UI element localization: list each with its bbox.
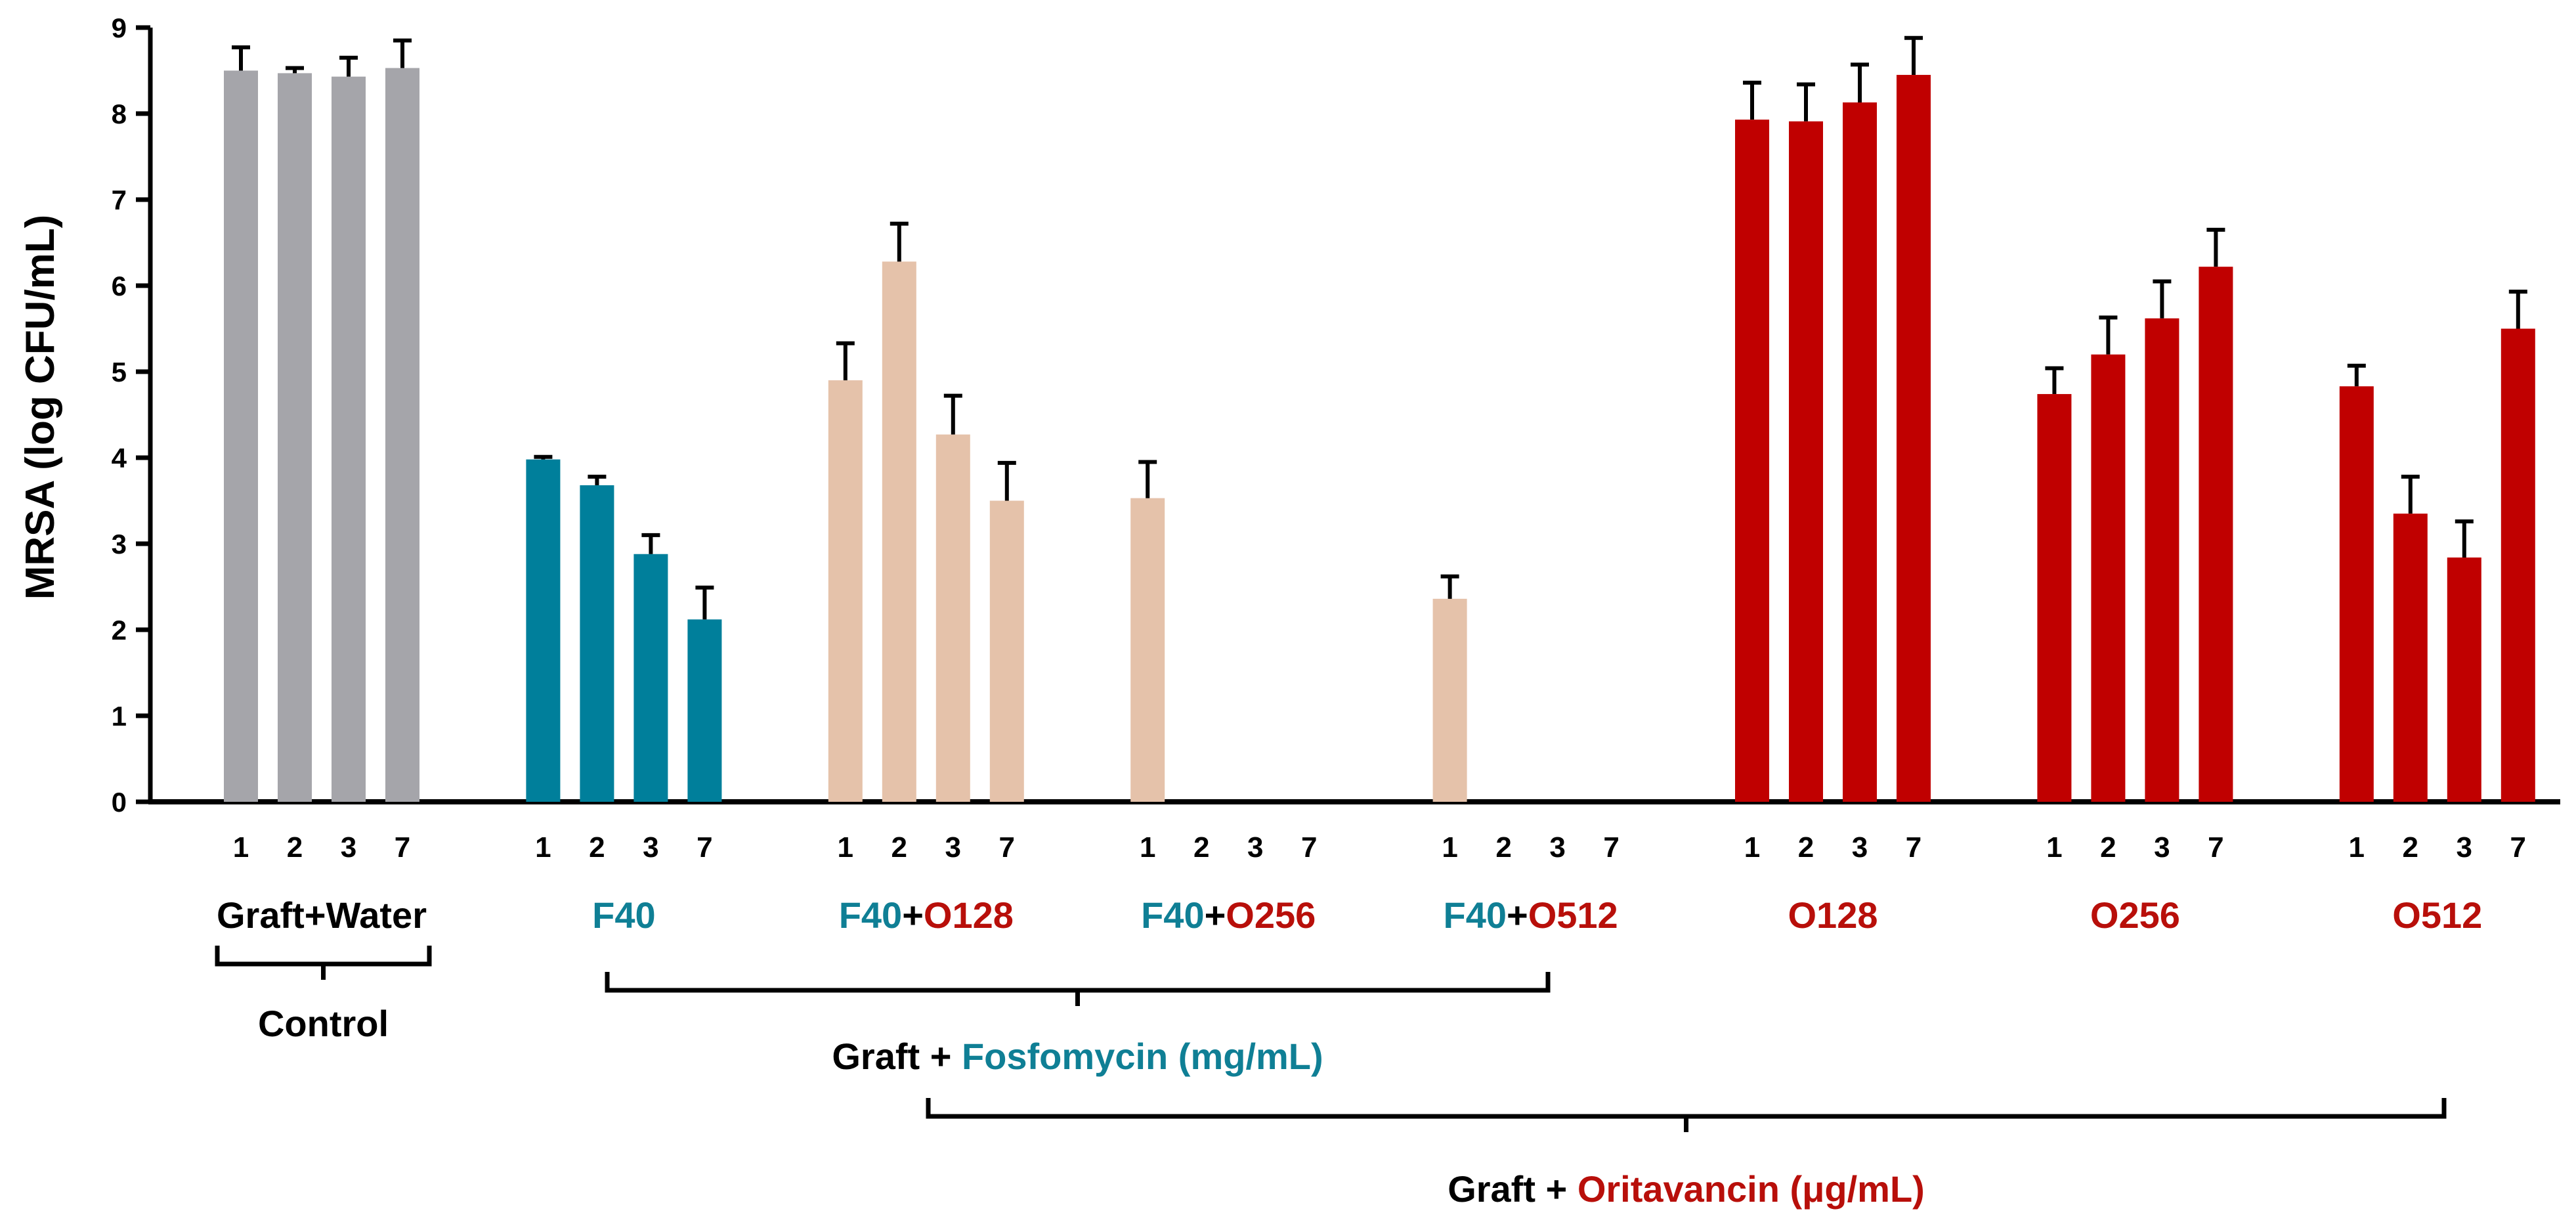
bar xyxy=(2091,354,2126,802)
bar xyxy=(1432,598,1467,802)
y-tick-label: 6 xyxy=(112,271,127,301)
y-tick-label: 3 xyxy=(112,529,127,559)
y-tick-label: 2 xyxy=(112,615,127,646)
bar xyxy=(1897,75,1931,802)
bar xyxy=(1130,498,1165,802)
group-label: O256 xyxy=(2090,894,2180,936)
bar xyxy=(580,485,614,802)
bar xyxy=(1735,120,1769,802)
bar xyxy=(2501,328,2535,802)
bar xyxy=(526,459,561,802)
x-tick-label: 1 xyxy=(233,831,249,864)
bar xyxy=(385,68,419,802)
group-label: F40+O512 xyxy=(1443,894,1618,936)
bar xyxy=(2339,386,2374,802)
bar xyxy=(332,76,366,802)
bars xyxy=(224,35,2535,802)
y-tick-label: 1 xyxy=(112,701,127,732)
bar xyxy=(989,500,1024,802)
bar xyxy=(935,434,970,802)
bar xyxy=(2037,394,2072,802)
y-tick-label: 8 xyxy=(112,99,127,129)
x-tick-label: 1 xyxy=(838,831,853,864)
x-time-labels: 1 2 3 7 1 2 3 7 1 2 3 7 1 2 3 7 1 2 3 7 1 2 3 7 1 2 3 7 1 2 3 7 xyxy=(233,831,2526,864)
bar xyxy=(687,619,722,802)
x-tick-label: 3 xyxy=(1247,831,1263,864)
group-label: O512 xyxy=(2392,894,2482,936)
x-tick-label: 3 xyxy=(643,831,658,864)
y-tick-label: 4 xyxy=(112,443,127,473)
x-tick-label: 2 xyxy=(1798,831,1814,864)
bar xyxy=(2199,267,2233,802)
x-tick-label: 2 xyxy=(2100,831,2116,864)
y-tick-label: 9 xyxy=(112,12,127,43)
x-tick-label: 2 xyxy=(287,831,303,864)
x-tick-label: 3 xyxy=(341,831,356,864)
x-tick-label: 7 xyxy=(697,831,712,864)
y-axis: 0 1 2 3 4 5 6 7 8 9 MRSA (log CFU/mL) xyxy=(18,12,153,818)
x-tick-label: 2 xyxy=(589,831,605,864)
bar xyxy=(633,554,668,802)
group-label: O128 xyxy=(1788,894,1878,936)
x-tick-label: 2 xyxy=(891,831,907,864)
bar xyxy=(828,380,863,802)
y-ticks: 0 1 2 3 4 5 6 7 8 9 xyxy=(112,12,150,818)
bracket-fosfomycin-label: Graft + Fosfomycin (mg/mL) xyxy=(832,1036,1323,1077)
bracket-oritavancin-label: Graft + Oritavancin (μg/mL) xyxy=(1448,1168,1925,1210)
group-label: F40+O256 xyxy=(1141,894,1316,936)
bracket-control xyxy=(215,946,432,967)
x-tick-label: 1 xyxy=(535,831,551,864)
y-tick-label: 0 xyxy=(112,787,127,818)
y-tick-label: 5 xyxy=(112,357,127,387)
y-tick-label: 7 xyxy=(112,185,127,215)
bar xyxy=(882,261,916,802)
x-tick-label: 1 xyxy=(2349,831,2365,864)
bar xyxy=(224,70,258,802)
brackets: Control Graft + Fosfomycin (mg/mL) Graft +… xyxy=(215,946,2447,1210)
x-tick-label: 2 xyxy=(1495,831,1511,864)
x-tick-label: 7 xyxy=(2510,831,2526,864)
bar xyxy=(2145,318,2179,802)
bar xyxy=(2393,514,2428,802)
x-tick-label: 1 xyxy=(1442,831,1457,864)
x-tick-label: 7 xyxy=(395,831,410,864)
x-tick-label: 1 xyxy=(2046,831,2062,864)
x-tick-label: 3 xyxy=(2457,831,2472,864)
bar xyxy=(1843,102,1877,802)
x-tick-label: 2 xyxy=(1193,831,1209,864)
y-axis-label: MRSA (log CFU/mL) xyxy=(18,215,63,600)
group-label: Graft+Water xyxy=(217,894,427,936)
group-label: F40+O128 xyxy=(839,894,1014,936)
group-label: F40 xyxy=(592,894,656,936)
bar xyxy=(2447,557,2481,802)
x-tick-label: 1 xyxy=(1744,831,1760,864)
x-tick-label: 7 xyxy=(999,831,1015,864)
bar xyxy=(1789,121,1823,802)
x-tick-label: 7 xyxy=(2208,831,2223,864)
x-tick-label: 7 xyxy=(1906,831,1921,864)
bar xyxy=(278,73,312,802)
x-tick-label: 2 xyxy=(2403,831,2418,864)
bracket-control-label: Control xyxy=(258,1003,389,1044)
bracket-fosfomycin xyxy=(605,972,1551,993)
group-labels: Graft+Water F40 F40+O128 F40+O256 F40+O512 O1… xyxy=(217,894,2482,936)
x-tick-label: 3 xyxy=(1549,831,1565,864)
x-tick-label: 1 xyxy=(1140,831,1155,864)
x-tick-label: 3 xyxy=(1852,831,1868,864)
x-tick-label: 3 xyxy=(945,831,961,864)
x-tick-label: 7 xyxy=(1301,831,1317,864)
x-tick-label: 3 xyxy=(2154,831,2170,864)
bracket-oritavancin xyxy=(926,1098,2447,1119)
x-tick-label: 7 xyxy=(1603,831,1619,864)
